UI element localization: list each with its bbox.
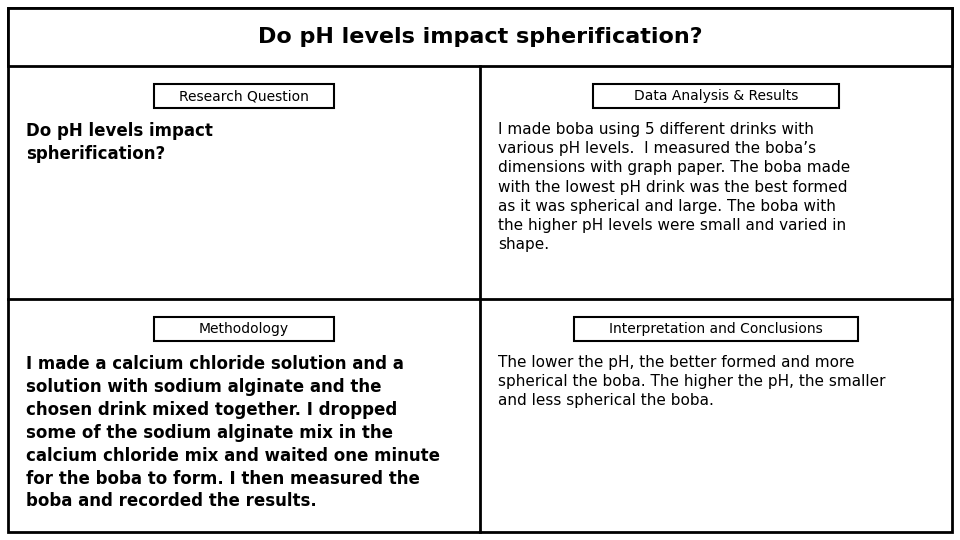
Text: I made a calcium chloride solution and a
solution with sodium alginate and the
c: I made a calcium chloride solution and a… (26, 355, 440, 510)
Bar (593, 84, 839, 108)
Bar (8, 8, 952, 66)
Text: Research Question: Research Question (180, 89, 309, 103)
Text: I made boba using 5 different drinks with
various pH levels.  I measured the bob: I made boba using 5 different drinks wit… (498, 122, 851, 252)
Text: Do pH levels impact spherification?: Do pH levels impact spherification? (257, 27, 703, 47)
Bar (155, 317, 334, 341)
Text: Data Analysis & Results: Data Analysis & Results (634, 89, 798, 103)
Bar (574, 317, 857, 341)
Text: The lower the pH, the better formed and more
spherical the boba. The higher the : The lower the pH, the better formed and … (498, 355, 885, 408)
Bar (155, 84, 334, 108)
Text: Interpretation and Conclusions: Interpretation and Conclusions (610, 322, 823, 336)
Text: Do pH levels impact
spherification?: Do pH levels impact spherification? (26, 122, 213, 163)
Text: Methodology: Methodology (199, 322, 289, 336)
